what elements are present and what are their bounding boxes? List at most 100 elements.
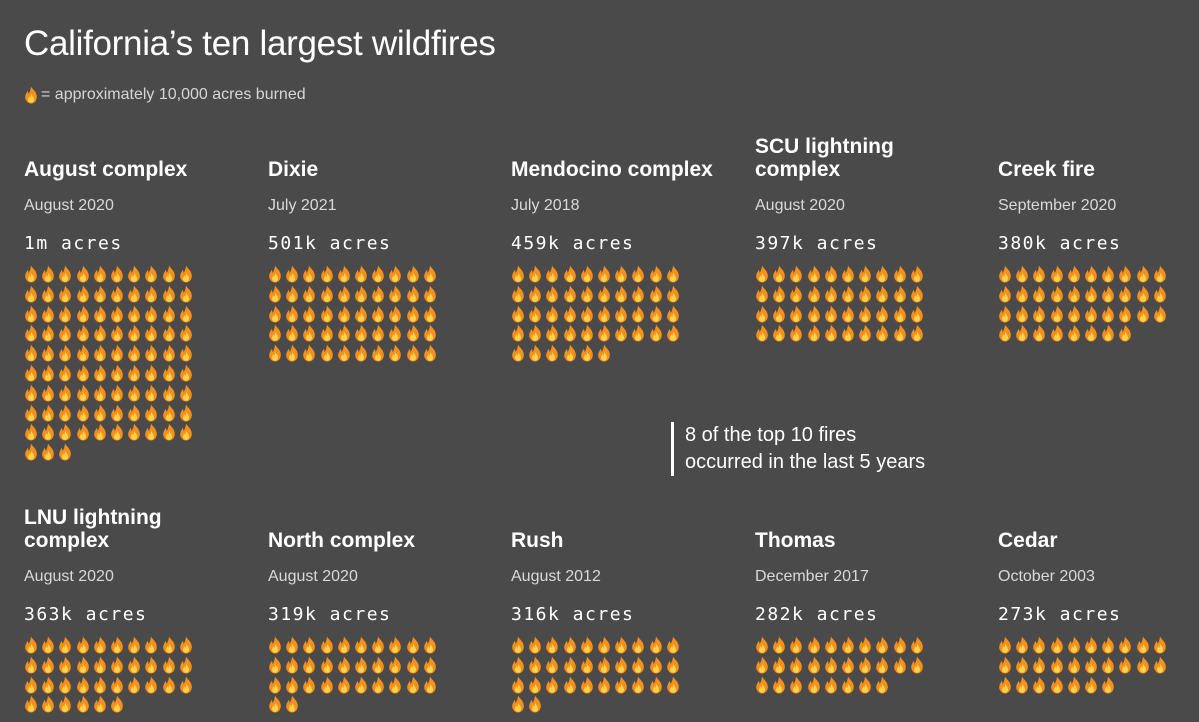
fire-icon xyxy=(789,676,803,694)
fire-icon xyxy=(268,324,282,342)
fire-icon xyxy=(354,285,368,303)
fire-icon xyxy=(631,636,645,654)
fire-name: Rush xyxy=(511,529,564,552)
fire-icon xyxy=(614,305,628,323)
fire-icon xyxy=(76,384,90,402)
fire-icon xyxy=(127,305,141,323)
fire-icon xyxy=(320,636,334,654)
fire-icon xyxy=(1015,324,1029,342)
fire-icon xyxy=(910,656,924,674)
fire-icon xyxy=(1136,305,1150,323)
fire-icon xyxy=(76,344,90,362)
fire-icon xyxy=(666,265,680,283)
fire-icon xyxy=(24,384,38,402)
fire-name: August complex xyxy=(24,158,188,181)
fire-icon xyxy=(354,636,368,654)
fire-icon xyxy=(614,324,628,342)
fire-icon xyxy=(144,324,158,342)
fire-icon xyxy=(649,305,663,323)
fire-icon xyxy=(93,285,107,303)
fire-icon xyxy=(511,285,525,303)
fire-icon xyxy=(24,443,38,461)
fire-icon xyxy=(807,305,821,323)
fire-icon xyxy=(371,344,385,362)
fire-icon xyxy=(24,86,38,104)
fire-icon xyxy=(24,344,38,362)
fire-icon xyxy=(1067,656,1081,674)
fire-icon xyxy=(93,423,107,441)
fire-icon xyxy=(545,285,559,303)
fire-icon xyxy=(76,285,90,303)
fire-icon xyxy=(563,305,577,323)
fire-icon xyxy=(789,305,803,323)
fire-icon xyxy=(76,404,90,422)
fire-icon xyxy=(110,305,124,323)
fire-icon xyxy=(772,285,786,303)
fire-icon xyxy=(772,656,786,674)
fire-icon xyxy=(893,656,907,674)
fire-icon xyxy=(998,656,1012,674)
fire-icon xyxy=(824,285,838,303)
fire-icon xyxy=(528,305,542,323)
fire-icon xyxy=(337,676,351,694)
fire-icon xyxy=(144,676,158,694)
fire-icon-grid xyxy=(998,265,1178,344)
fire-icon xyxy=(354,265,368,283)
fire-icon xyxy=(666,676,680,694)
fire-icon xyxy=(354,656,368,674)
fire-icon xyxy=(875,265,889,283)
fire-icon xyxy=(127,344,141,362)
fire-icon xyxy=(1015,656,1029,674)
fire-icon xyxy=(841,656,855,674)
fire-icon xyxy=(58,404,72,422)
fire-icon xyxy=(1101,636,1115,654)
fire-icon xyxy=(179,285,193,303)
fire-icon xyxy=(649,265,663,283)
fire-icon xyxy=(1032,636,1046,654)
fire-icon xyxy=(1015,636,1029,654)
fire-icon xyxy=(285,305,299,323)
fire-icon xyxy=(528,265,542,283)
fire-icon xyxy=(58,695,72,713)
fire-icon xyxy=(631,305,645,323)
fire-icon xyxy=(127,324,141,342)
fire-icon xyxy=(998,636,1012,654)
fire-icon xyxy=(511,676,525,694)
fire-icon xyxy=(1050,324,1064,342)
fire-icon xyxy=(406,656,420,674)
fire-icon-grid xyxy=(511,265,691,364)
fire-icon xyxy=(1067,676,1081,694)
fire-icon xyxy=(354,324,368,342)
fire-icon xyxy=(127,384,141,402)
fire-icon xyxy=(127,656,141,674)
fire-icon xyxy=(998,285,1012,303)
fire-icon xyxy=(268,636,282,654)
fire-icon xyxy=(666,324,680,342)
fire-icon xyxy=(1153,636,1167,654)
fire-icon xyxy=(371,285,385,303)
fire-icon xyxy=(841,636,855,654)
fire-acres: 319k acres xyxy=(268,604,392,625)
fire-icon xyxy=(76,305,90,323)
fire-icon xyxy=(371,324,385,342)
fire-icon xyxy=(772,324,786,342)
fire-icon xyxy=(824,676,838,694)
fire-icon-grid xyxy=(755,265,935,344)
fire-icon xyxy=(597,305,611,323)
fire-name: Mendocino complex xyxy=(511,158,713,181)
fire-icon xyxy=(58,636,72,654)
fire-icon xyxy=(875,676,889,694)
fire-icon xyxy=(41,404,55,422)
fire-acres: 273k acres xyxy=(998,604,1122,625)
fire-icon xyxy=(58,443,72,461)
fire-icon-grid xyxy=(24,265,204,463)
fire-icon xyxy=(1101,305,1115,323)
fire-icon xyxy=(41,676,55,694)
fire-icon xyxy=(807,265,821,283)
fire-icon xyxy=(127,423,141,441)
fire-icon xyxy=(285,636,299,654)
fire-icon xyxy=(666,656,680,674)
fire-icon xyxy=(127,265,141,283)
fire-icon-grid xyxy=(755,636,935,695)
fire-icon xyxy=(406,676,420,694)
